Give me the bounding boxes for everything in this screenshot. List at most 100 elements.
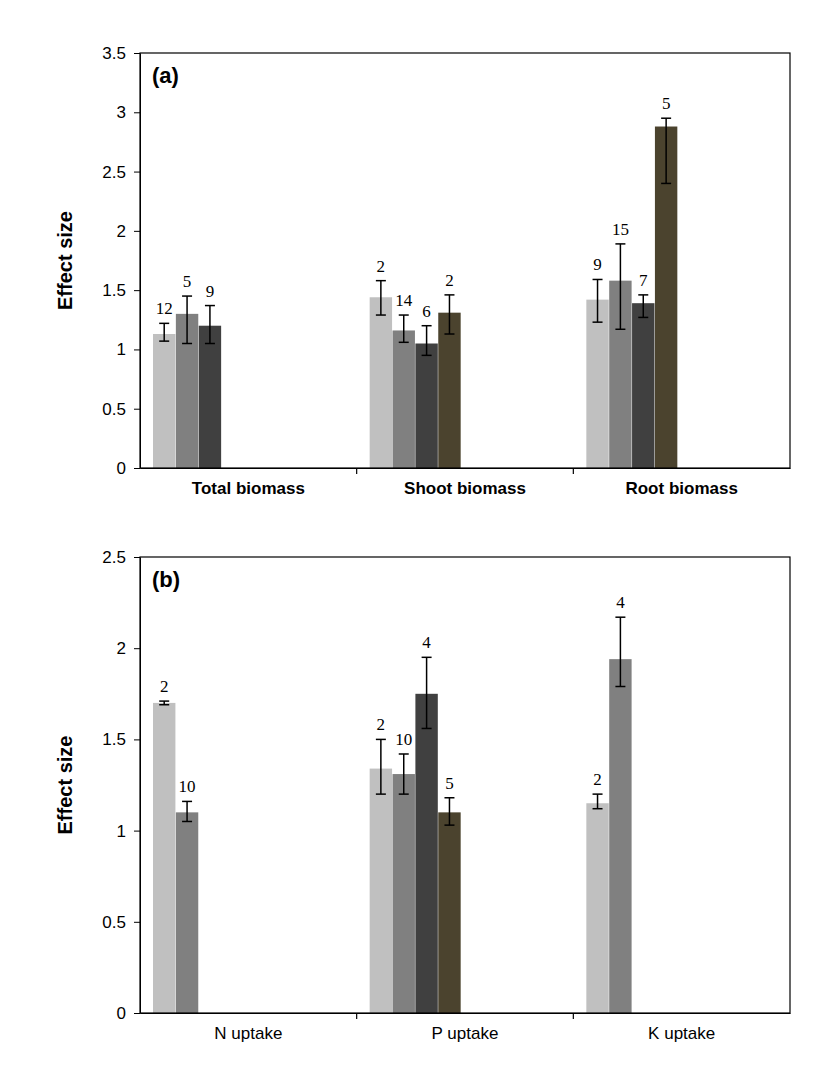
x-tick: N uptake — [214, 1013, 282, 1043]
sample-size-label: 9 — [593, 255, 602, 274]
error-bar-cap — [376, 793, 386, 795]
y-axis-title: Effect size — [54, 736, 76, 835]
error-bar-cap — [205, 305, 215, 307]
error-bar-cap — [182, 295, 192, 297]
sample-size-label: 2 — [377, 257, 386, 276]
error-bar-stem — [380, 739, 382, 794]
panel: 222101044500.511.522.5N uptakeP uptakeK … — [54, 548, 791, 1043]
error-bar-cap — [444, 333, 454, 335]
error-bar-cap — [182, 801, 192, 803]
error-bar — [422, 657, 432, 728]
bar — [438, 313, 460, 468]
x-axis-line — [141, 1013, 791, 1014]
error-bar-stem — [426, 326, 428, 356]
y-tick: 2 — [117, 639, 140, 658]
bar — [586, 803, 608, 1013]
x-tick-label: Total biomass — [192, 479, 305, 498]
sample-size-label: 2 — [160, 677, 169, 696]
bar — [632, 303, 654, 468]
sample-size-labels: 12295141596725 — [156, 94, 671, 321]
error-bar-stem — [186, 296, 188, 343]
x-tick-label: P uptake — [432, 1024, 499, 1043]
y-axis-title: Effect size — [54, 211, 76, 310]
x-tick-label: N uptake — [214, 1024, 282, 1043]
error-bar-cap — [159, 340, 169, 342]
y-tick-label: 0.5 — [102, 400, 126, 419]
error-bar — [182, 801, 192, 821]
error-bar — [399, 754, 409, 794]
sample-size-label: 2 — [593, 770, 602, 789]
y-tick: 0.5 — [102, 400, 140, 419]
error-bar-cap — [615, 329, 625, 331]
error-bar-cap — [182, 821, 192, 823]
y-tick: 1.5 — [102, 281, 140, 300]
sample-size-label: 15 — [612, 220, 629, 239]
error-bar — [593, 794, 603, 809]
y-tick: 1 — [117, 340, 140, 359]
y-tick-mark — [134, 290, 140, 291]
bar — [393, 774, 415, 1013]
sample-size-label: 7 — [639, 271, 648, 290]
error-bar — [205, 306, 215, 344]
bars — [153, 118, 677, 468]
error-bar-cap — [593, 793, 603, 795]
y-tick-mark — [134, 922, 140, 923]
error-bar — [661, 118, 671, 183]
sample-size-label: 10 — [179, 777, 196, 796]
y-tick: 1.5 — [102, 730, 140, 749]
y-axis: 00.511.522.5 — [102, 548, 140, 1023]
y-tick-mark — [134, 648, 140, 649]
y-tick-label: 3.5 — [102, 44, 126, 63]
bar — [176, 812, 198, 1013]
error-bar — [182, 296, 192, 343]
plot-frame — [140, 557, 790, 1013]
sample-size-label: 2 — [377, 715, 386, 734]
y-tick-label: 2.5 — [102, 548, 126, 567]
x-tick: Root biomass — [625, 468, 737, 498]
error-bar-cap — [638, 317, 648, 319]
y-tick: 2.5 — [102, 548, 140, 567]
category-separator — [356, 1013, 357, 1019]
y-tick-label: 1.5 — [102, 281, 126, 300]
error-bar-cap — [376, 739, 386, 741]
sample-size-label: 9 — [206, 282, 215, 301]
y-tick-mark — [134, 172, 140, 173]
error-bar-cap — [593, 321, 603, 323]
x-axis: Total biomassShoot biomassRoot biomass — [141, 468, 791, 498]
error-bar-stem — [209, 306, 211, 344]
error-bar — [376, 739, 386, 794]
x-tick-label: Root biomass — [625, 479, 737, 498]
y-tick: 2.5 — [102, 163, 140, 182]
y-axis-line — [140, 54, 141, 469]
y-tick-label: 0 — [117, 459, 126, 478]
bar — [199, 326, 221, 468]
sample-size-label: 4 — [616, 593, 625, 612]
y-tick-mark — [134, 409, 140, 410]
error-bar-stem — [620, 244, 622, 329]
y-tick: 0.5 — [102, 913, 140, 932]
x-axis-line — [141, 468, 791, 469]
error-bar-cap — [159, 323, 169, 325]
bar — [415, 344, 437, 469]
y-tick-mark — [134, 557, 140, 558]
error-bar-stem — [597, 794, 599, 809]
error-bar-cap — [615, 243, 625, 245]
sample-size-label: 5 — [183, 272, 192, 291]
sample-size-label: 5 — [662, 94, 671, 113]
error-bar — [422, 326, 432, 356]
error-bar-cap — [205, 343, 215, 345]
error-bar-stem — [643, 295, 645, 318]
error-bar-stem — [403, 315, 405, 342]
sample-size-labels: 2221010445 — [160, 593, 625, 796]
y-tick-label: 2 — [117, 222, 126, 241]
error-bar-cap — [593, 808, 603, 810]
error-bar-cap — [422, 657, 432, 659]
y-tick-label: 1.5 — [102, 730, 126, 749]
plot-frame — [140, 53, 790, 468]
error-bar-cap — [399, 793, 409, 795]
y-tick-mark — [134, 112, 140, 113]
y-tick: 0 — [117, 459, 140, 478]
error-bar — [159, 323, 169, 341]
error-bar-cap — [444, 824, 454, 826]
x-axis: N uptakeP uptakeK uptake — [141, 1013, 791, 1043]
